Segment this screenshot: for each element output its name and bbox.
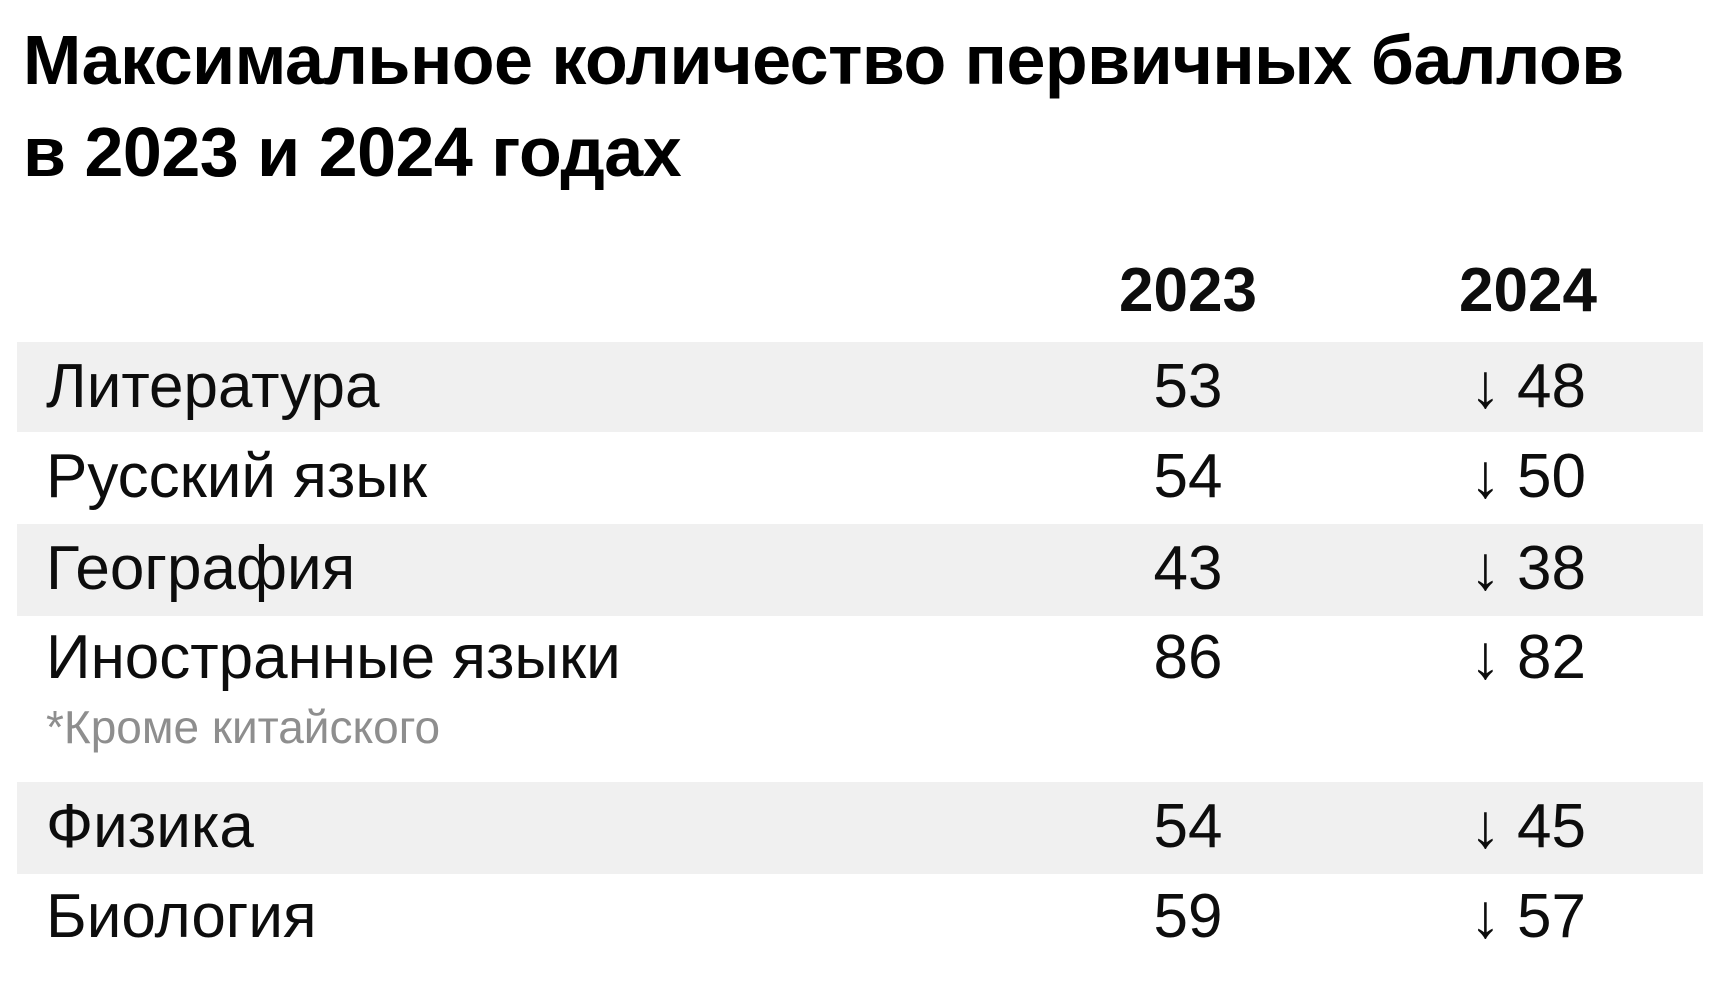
value-2023: 54 [1153, 792, 1223, 861]
subject-label: Биология [46, 882, 317, 951]
table-row-inostrannye-yazyki: Иностранные языки *Кроме китайского 86 ↓… [17, 616, 1703, 782]
footnote: *Кроме китайского [46, 701, 441, 753]
value-2024-number: 50 [1517, 442, 1586, 511]
value-2023: 54 [1153, 442, 1223, 511]
infographic-page: Максимальное количество первичных баллов… [0, 14, 1720, 976]
page-title-line1: Максимальное количество первичных баллов [23, 21, 1624, 99]
down-arrow-icon: ↓ [1470, 882, 1502, 951]
down-arrow-icon: ↓ [1470, 534, 1502, 603]
subject-label: Иностранные языки [46, 623, 621, 692]
down-arrow-icon: ↓ [1470, 352, 1502, 421]
down-arrow-icon: ↓ [1470, 792, 1502, 861]
table-row-biologia: Биология 59 ↓ 57 [17, 874, 1703, 976]
table-row-fizika: Физика 54 ↓ 45 [17, 782, 1703, 874]
table-header-row: 2023 2024 [17, 198, 1703, 342]
value-2024: ↓ 48 [1353, 342, 1703, 432]
value-2024: ↓ 57 [1353, 874, 1703, 976]
value-2023: 59 [1153, 882, 1223, 951]
value-2024-number: 38 [1517, 534, 1586, 603]
column-header-2023: 2023 [1119, 256, 1257, 325]
scores-table: 2023 2024 Литература 53 ↓ 48 Русский язык… [17, 198, 1703, 976]
value-2024-number: 82 [1517, 623, 1586, 692]
value-2023: 86 [1153, 623, 1223, 692]
value-2024: ↓ 50 [1353, 432, 1703, 524]
subject-label: Физика [46, 792, 254, 861]
value-2024-number: 57 [1517, 882, 1586, 951]
table-row-geografia: География 43 ↓ 38 [17, 524, 1703, 616]
subject-label: Русский язык [46, 442, 427, 511]
column-header-2024: 2024 [1459, 256, 1597, 325]
down-arrow-icon: ↓ [1470, 623, 1502, 692]
value-2024-number: 45 [1517, 792, 1586, 861]
down-arrow-icon: ↓ [1470, 442, 1502, 511]
value-2023: 43 [1153, 534, 1223, 603]
value-2024: ↓ 45 [1353, 782, 1703, 874]
value-2023: 53 [1153, 352, 1223, 421]
table-row-literatura: Литература 53 ↓ 48 [17, 342, 1703, 432]
subject-label-with-footnote: Иностранные языки *Кроме китайского [17, 616, 1023, 754]
subject-label: География [46, 534, 356, 603]
page-title: Максимальное количество первичных баллов… [23, 14, 1720, 198]
value-2024-number: 48 [1517, 352, 1586, 421]
value-2024: ↓ 38 [1353, 524, 1703, 616]
page-title-line2: в 2023 и 2024 годах [23, 113, 682, 191]
subject-label: Литература [46, 352, 380, 421]
table-row-russkiy-yazyk: Русский язык 54 ↓ 50 [17, 432, 1703, 524]
value-2024: ↓ 82 [1353, 616, 1703, 700]
